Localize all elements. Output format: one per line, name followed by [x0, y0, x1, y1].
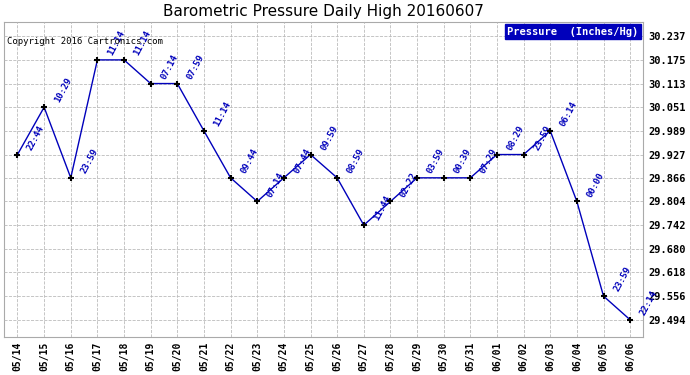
Text: 07:14: 07:14 — [266, 171, 286, 199]
Text: 22:14: 22:14 — [638, 289, 659, 317]
Text: 07:14: 07:14 — [159, 53, 179, 81]
Text: 07:44: 07:44 — [292, 147, 313, 175]
Title: Barometric Pressure Daily High 20160607: Barometric Pressure Daily High 20160607 — [164, 4, 484, 19]
Text: 06:14: 06:14 — [559, 100, 579, 128]
Text: 07:59: 07:59 — [186, 53, 206, 81]
Text: 11:44: 11:44 — [372, 194, 393, 222]
Text: 02:22: 02:22 — [399, 171, 420, 199]
Text: 08:29: 08:29 — [505, 124, 526, 152]
Text: Pressure  (Inches/Hg): Pressure (Inches/Hg) — [507, 27, 638, 37]
Text: 23:59: 23:59 — [612, 266, 633, 293]
Text: 09:44: 09:44 — [239, 147, 259, 175]
Text: 08:59: 08:59 — [346, 147, 366, 175]
Text: 00:39: 00:39 — [452, 147, 473, 175]
Text: 00:00: 00:00 — [585, 171, 606, 199]
Text: 23:59: 23:59 — [79, 147, 99, 175]
Text: 07:29: 07:29 — [479, 147, 500, 175]
Text: 11:14: 11:14 — [132, 29, 153, 57]
Text: 23:59: 23:59 — [532, 124, 553, 152]
Text: 03:59: 03:59 — [425, 147, 446, 175]
Text: 22:44: 22:44 — [26, 124, 46, 152]
Text: Copyright 2016 Cartronics.com: Copyright 2016 Cartronics.com — [7, 38, 163, 46]
Text: 10:29: 10:29 — [52, 76, 73, 105]
Text: 11:14: 11:14 — [106, 29, 126, 57]
Text: 11:14: 11:14 — [213, 100, 233, 128]
Text: 09:59: 09:59 — [319, 124, 339, 152]
